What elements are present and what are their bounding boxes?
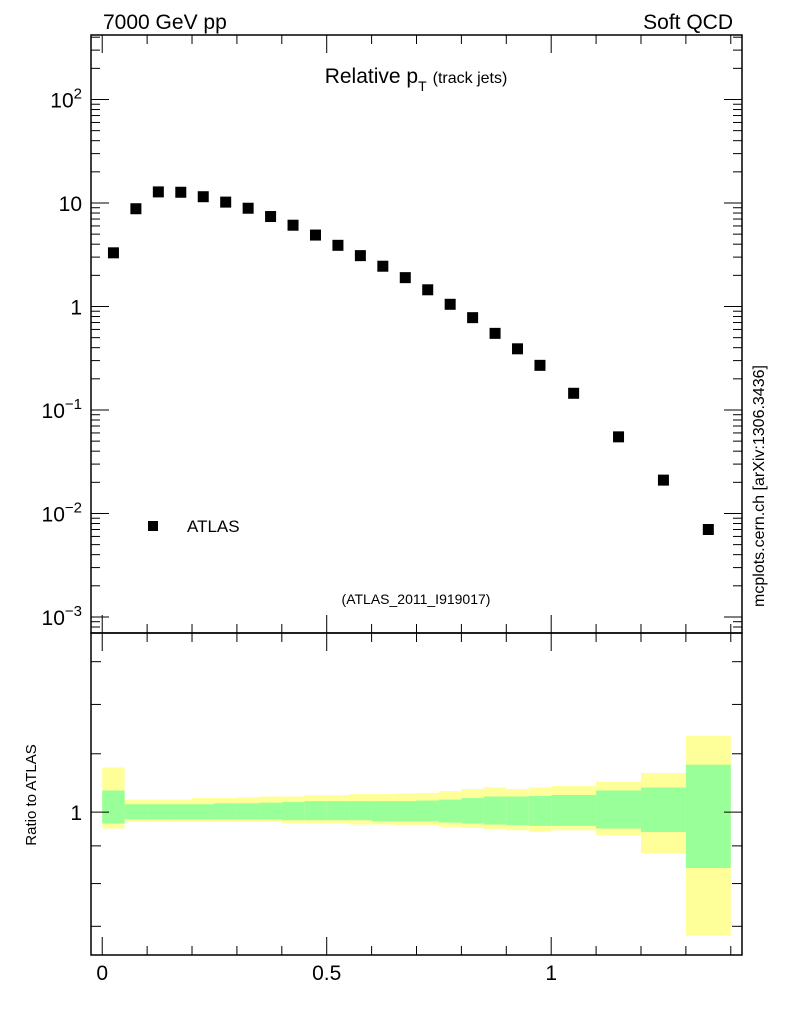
ratio-stat-band [147, 804, 170, 820]
atlas-data-point [399, 272, 411, 284]
main-title-subscript: T [418, 78, 427, 94]
ratio-stat-band [438, 799, 462, 823]
ratio-stat-band [528, 795, 552, 826]
y-tick-label: 102 [50, 86, 82, 113]
main-points [107, 186, 714, 536]
atlas-data-point [107, 247, 119, 259]
atlas-data-point [613, 431, 625, 443]
analysis-label: (ATLAS_2011_I919017) [342, 591, 491, 607]
atlas-data-point [657, 474, 669, 486]
atlas-data-point [512, 343, 524, 355]
atlas-data-point [197, 191, 209, 203]
main-title-text: Relative p [325, 65, 418, 88]
y-tick-label: 10−2 [42, 499, 82, 526]
atlas-data-point [309, 229, 321, 241]
ratio-stat-band [461, 798, 484, 824]
y-tick-label: 10−3 [42, 603, 82, 630]
ratio-stat-band [304, 801, 327, 821]
atlas-data-point [287, 219, 299, 231]
atlas-data-point [444, 298, 456, 310]
atlas-data-point [152, 186, 164, 198]
y-tick-label: 1 [70, 296, 82, 319]
ratio-stat-band [169, 804, 193, 820]
main-panel-frame [90, 34, 743, 634]
ratio-stat-band [596, 790, 641, 829]
atlas-data-point [220, 196, 232, 208]
ratio-stat-band [483, 796, 507, 825]
main-title: Relative pT (track jets) [325, 65, 508, 94]
ratio-stat-band [349, 801, 372, 821]
atlas-data-point [702, 524, 714, 536]
ratio-stat-band [551, 794, 597, 826]
legend: ATLAS [148, 517, 240, 536]
atlas-data-point [265, 211, 277, 223]
ratio-stat-band [236, 803, 260, 820]
main-title-suffix: (track jets) [433, 70, 508, 87]
atlas-data-point [467, 312, 479, 324]
energy-label: 7000 GeV pp [103, 11, 227, 34]
ratio-panel-frame [90, 632, 743, 956]
atlas-data-point [489, 327, 501, 339]
ratio-stat-band [506, 796, 529, 826]
atlas-data-point [534, 359, 546, 371]
ratio-ticks [91, 633, 742, 955]
ratio-tick-labels: 0 0.5 1 1 [70, 802, 557, 985]
ratio-stat-band [214, 803, 237, 820]
x-tick-label: 0.5 [312, 962, 341, 985]
ratio-bands [102, 735, 731, 936]
ratio-stat-band [259, 802, 282, 820]
process-label: Soft QCD [643, 11, 733, 34]
legend-label-atlas: ATLAS [187, 517, 240, 536]
x-tick-label: 1 [545, 962, 557, 985]
ratio-ylabel: Ratio to ATLAS [23, 744, 40, 845]
ratio-stat-band [416, 800, 439, 822]
atlas-data-point [354, 250, 366, 262]
y-tick-label: 10 [59, 193, 82, 216]
ratio-stat-band [326, 801, 350, 821]
main-ticks [91, 35, 742, 634]
ratio-stat-band [371, 801, 395, 822]
y-tick-label: 10−1 [42, 396, 82, 423]
legend-marker [148, 521, 158, 531]
ratio-stat-band [685, 764, 731, 868]
side-label: mcplots.cern.ch [arXiv:1306.3436] [751, 365, 768, 607]
atlas-data-point [568, 387, 580, 399]
atlas-data-point [377, 260, 389, 272]
ratio-stat-band [124, 804, 148, 820]
ratio-stat-band [192, 804, 215, 820]
atlas-data-point [130, 203, 142, 215]
ratio-stat-band [640, 787, 686, 832]
atlas-data-point [242, 202, 254, 214]
atlas-data-point [422, 284, 434, 296]
ratio-y-tick-label: 1 [70, 802, 82, 825]
ratio-stat-band [102, 790, 125, 824]
x-tick-label: 0 [96, 962, 108, 985]
atlas-data-point [175, 186, 187, 198]
main-y-tick-labels: 10−3 10−2 10−1 1 10 102 [42, 86, 82, 630]
atlas-data-point [332, 239, 344, 251]
ratio-stat-band [394, 801, 417, 822]
ratio-stat-band [281, 802, 305, 821]
